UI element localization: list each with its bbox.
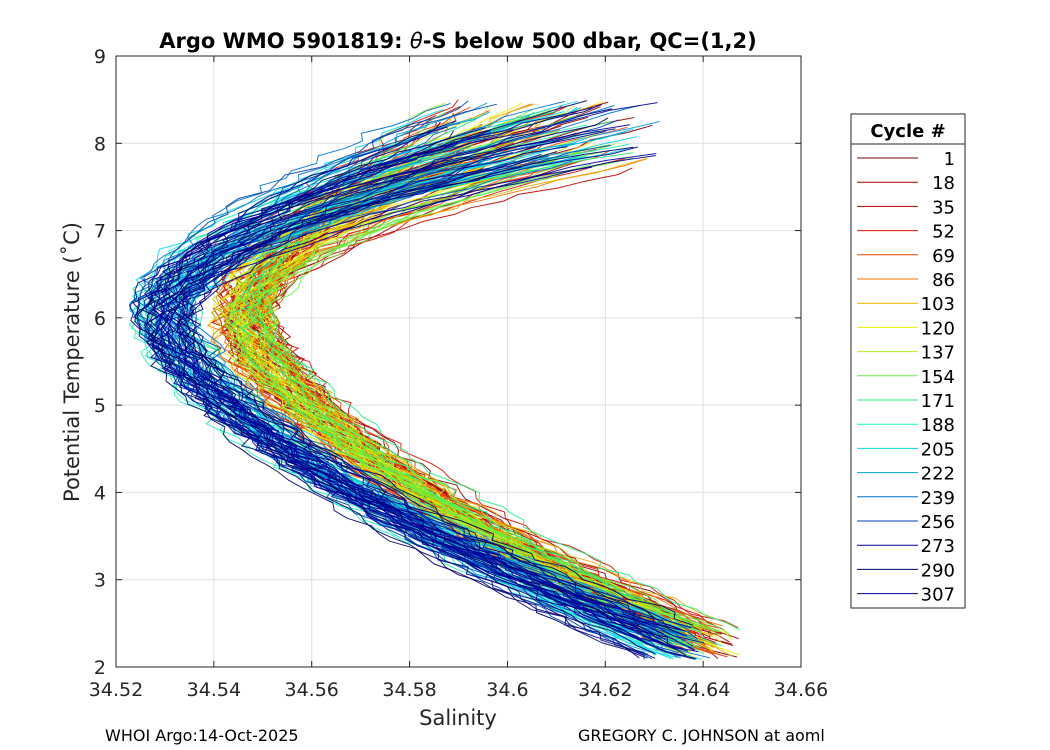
legend-label: 52: [932, 222, 955, 243]
legend-label: 205: [921, 439, 955, 460]
legend-entry: 154: [857, 367, 955, 388]
legend-entry: 86: [857, 270, 955, 291]
legend-entry: 256: [857, 512, 955, 533]
cycle-profile-line: [151, 120, 677, 649]
legend-label: 273: [921, 536, 955, 557]
cycle-profile-line: [225, 157, 721, 633]
legend: Cycle # 1 18 35 52 69 86 103 120 137 154 171 188 205…: [850, 113, 966, 609]
cycle-profile-line: [155, 129, 688, 652]
y-tick-label: 7: [94, 221, 106, 243]
legend-entry: 120: [857, 318, 955, 339]
chart-title-prefix: Argo WMO 5901819:: [159, 29, 410, 53]
legend-label: 137: [921, 343, 955, 364]
y-tick-label: 3: [94, 570, 106, 592]
legend-label: 239: [921, 488, 955, 509]
legend-entry: 273: [857, 536, 955, 557]
cycle-profile-line: [132, 146, 648, 644]
legend-entry: 103: [857, 294, 955, 315]
x-axis-ticks: 34.52 34.54 34.56 34.58 34.6 34.62 34.64 34.66: [89, 56, 828, 701]
legend-label: 69: [932, 246, 955, 267]
cycle-profile-line: [143, 121, 644, 656]
plot-area: 34.52 34.54 34.56 34.58 34.6 34.62 34.64 34.66 …: [89, 46, 828, 701]
cycle-profile-line: [178, 146, 666, 640]
legend-entry: 18: [857, 173, 955, 194]
legend-box: [850, 113, 966, 609]
x-tick-label: 34.6: [486, 679, 528, 701]
x-tick-label: 34.52: [89, 679, 143, 701]
legend-label: 154: [921, 367, 955, 388]
x-tick-label: 34.62: [578, 679, 632, 701]
legend-entries: 1 18 35 52 69 86 103 120 137 154 171 188 205 222 239 25…: [857, 149, 955, 606]
footer-right: GREGORY C. JOHNSON at aoml: [578, 726, 825, 745]
axes-box: [115, 55, 802, 668]
x-axis-label: Salinity: [419, 706, 497, 730]
legend-label: 171: [921, 391, 955, 412]
legend-label: 222: [921, 464, 955, 485]
legend-label: 188: [921, 415, 955, 436]
x-tick-label: 34.54: [187, 679, 241, 701]
legend-label: 86: [932, 270, 955, 291]
chart-title-theta: θ: [410, 29, 423, 53]
cycle-profile-line: [134, 132, 695, 660]
legend-entry: 1: [857, 149, 955, 170]
legend-label: 120: [921, 318, 955, 339]
legend-label: 35: [932, 197, 955, 218]
legend-label: 307: [921, 585, 955, 606]
x-tick-label: 34.58: [382, 679, 436, 701]
cycle-profile-line: [184, 126, 697, 660]
legend-entry: 290: [857, 560, 955, 581]
legend-entry: 69: [857, 246, 955, 267]
y-tick-label: 2: [94, 657, 106, 679]
chart-title-suffix: -S below 500 dbar, QC=(1,2): [423, 29, 757, 53]
cycle-profile-line: [162, 103, 688, 637]
y-tick-label: 9: [94, 46, 106, 68]
x-tick-label: 34.56: [285, 679, 339, 701]
legend-label: 18: [932, 173, 955, 194]
legend-label: 290: [921, 560, 955, 581]
cycle-profile-line: [151, 155, 653, 635]
cycle-profile-line: [250, 150, 703, 638]
legend-entry: 171: [857, 391, 955, 412]
y-axis-ticks: 2 3 4 5 6 7 8 9: [94, 46, 801, 679]
legend-entry: 188: [857, 415, 955, 436]
cycle-profile-line: [146, 129, 705, 644]
legend-entry: 239: [857, 488, 955, 509]
legend-title: Cycle #: [870, 121, 945, 142]
legend-entry: 35: [857, 197, 955, 218]
cycle-profile-line: [176, 168, 694, 626]
legend-entry: 52: [857, 222, 955, 243]
chart-title: Argo WMO 5901819: θ-S below 500 dbar, QC…: [159, 29, 756, 53]
legend-entry: 222: [857, 464, 955, 485]
y-tick-label: 8: [94, 133, 106, 155]
y-axis-label: Potential Temperature (˚C): [60, 222, 84, 502]
cycle-profile-line: [169, 153, 687, 657]
cycle-profile-line: [164, 153, 664, 627]
cycle-profile-line: [159, 100, 656, 655]
legend-label: 103: [921, 294, 955, 315]
legend-entry: 307: [857, 585, 955, 606]
y-tick-label: 4: [94, 482, 106, 504]
y-tick-label: 6: [94, 308, 106, 330]
legend-entry: 205: [857, 439, 955, 460]
y-tick-label: 5: [94, 395, 106, 417]
footer-left: WHOI Argo:14-Oct-2025: [105, 726, 299, 745]
x-tick-label: 34.66: [774, 679, 828, 701]
legend-label: 1: [944, 149, 955, 170]
legend-label: 256: [921, 512, 955, 533]
profile-lines: [128, 99, 740, 660]
x-tick-label: 34.64: [676, 679, 730, 701]
legend-entry: 137: [857, 343, 955, 364]
